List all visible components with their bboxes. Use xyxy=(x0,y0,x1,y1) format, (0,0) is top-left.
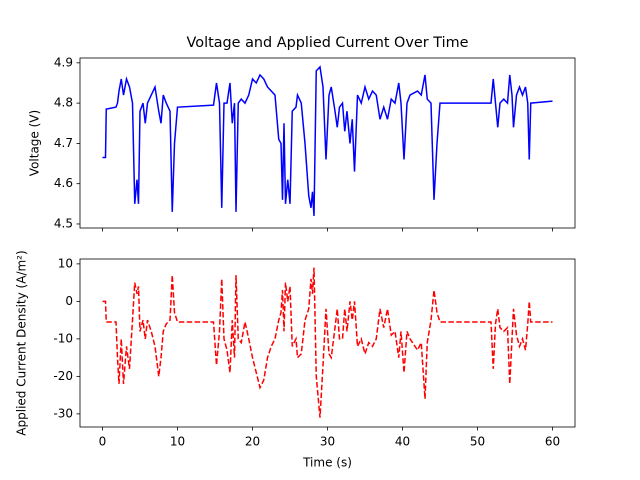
y-tick-label: -20 xyxy=(53,369,73,383)
y-tick-label: 4.9 xyxy=(54,55,73,69)
chart-title: Voltage and Applied Current Over Time xyxy=(187,35,469,51)
y-tick-label: 0 xyxy=(65,294,73,308)
y-axis-label: Applied Current Density (A/m²) xyxy=(15,250,29,435)
x-tick-label: 50 xyxy=(470,435,485,449)
x-tick-label: 40 xyxy=(395,435,410,449)
data-line xyxy=(102,65,553,216)
y-tick-label: 4.6 xyxy=(54,176,73,190)
x-tick-label: 20 xyxy=(245,435,260,449)
y-tick-label: 10 xyxy=(58,256,73,270)
x-tick-label: 30 xyxy=(320,435,335,449)
x-axis-label: Time (s) xyxy=(302,456,352,470)
y-tick-label: 4.7 xyxy=(54,136,73,150)
data-line xyxy=(102,267,553,418)
y-axis-label: Voltage (V) xyxy=(28,110,42,176)
x-tick-label: 60 xyxy=(545,435,560,449)
y-tick-label: 4.5 xyxy=(54,216,73,230)
y-tick-label: 4.8 xyxy=(54,96,73,110)
y-tick-label: -30 xyxy=(53,406,73,420)
x-tick-label: 10 xyxy=(170,435,185,449)
x-tick-label: 0 xyxy=(99,435,107,449)
y-tick-label: -10 xyxy=(53,331,73,345)
